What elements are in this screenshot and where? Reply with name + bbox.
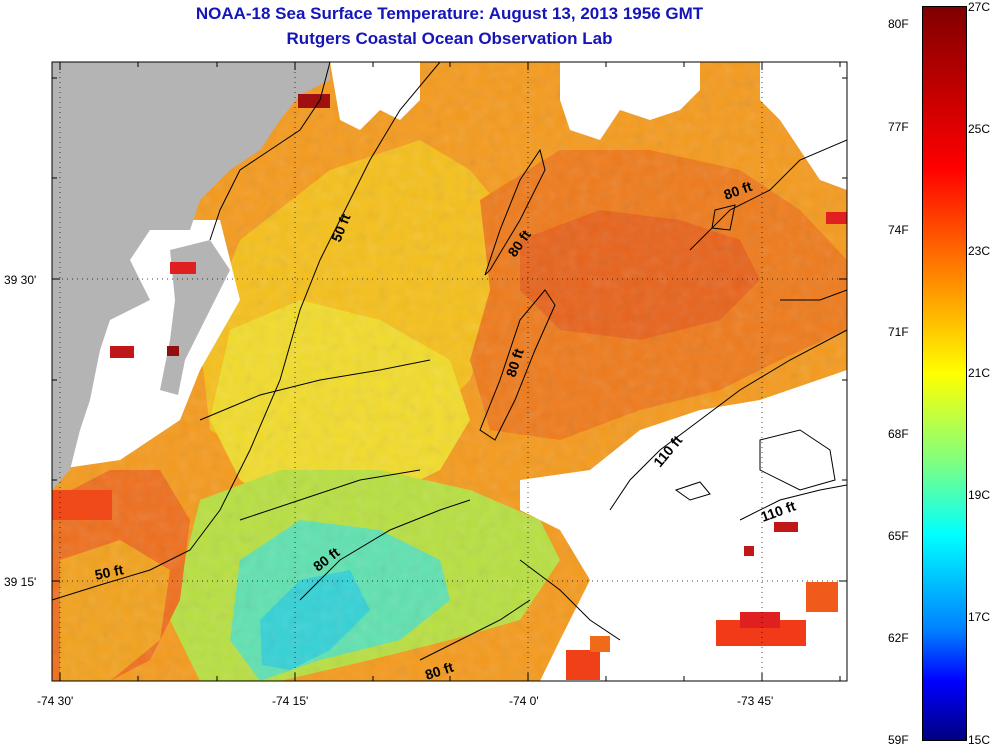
contour-50ft-north xyxy=(52,62,441,601)
contour-coast xyxy=(209,62,331,241)
graticule xyxy=(52,62,847,681)
contour-80ft-east xyxy=(689,139,847,251)
colorbar-f-label: 62F xyxy=(888,631,909,645)
colorbar-f-label: 80F xyxy=(888,17,909,31)
x-tick-label: -74 30' xyxy=(37,694,73,708)
contour-110ft-east xyxy=(739,484,847,521)
contour-inshore-2 xyxy=(239,469,421,521)
no-data-region-se xyxy=(520,370,847,681)
map-subtitle: Rutgers Coastal Ocean Observation Lab xyxy=(286,29,613,48)
colorbar-c-label: 19C xyxy=(968,488,991,502)
no-data-region-ne xyxy=(560,62,700,140)
colorbar-c-label: 27C xyxy=(968,0,991,14)
contour-loop-2 xyxy=(674,481,711,501)
colorbar-f-label: 74F xyxy=(888,223,909,237)
colorbar-f-label: 71F xyxy=(888,325,909,339)
contour-loop-3 xyxy=(711,204,736,231)
colorbar-c-label: 21C xyxy=(968,366,991,380)
contour-110ft xyxy=(609,329,847,511)
contour-80ft-south xyxy=(299,499,471,601)
colorbar-f-label: 59F xyxy=(888,733,909,747)
colorbar-f-label: 65F xyxy=(888,529,909,543)
no-data-region-north xyxy=(330,62,420,130)
colorbar-f-label: 77F xyxy=(888,120,909,134)
colorbar-c-label: 23C xyxy=(968,244,991,258)
contour-80ft-ridge-north xyxy=(484,148,546,276)
contour-deep-2 xyxy=(780,289,847,301)
bathymetry-contours xyxy=(52,62,847,661)
tick-marks xyxy=(52,62,847,681)
colorbar xyxy=(922,6,967,741)
colorbar-f-label: 68F xyxy=(888,427,909,441)
contour-80ft-ridge-mid xyxy=(479,289,556,441)
x-tick-label: -74 0' xyxy=(509,694,539,708)
contour-loop-1 xyxy=(759,429,836,491)
warm-pixels xyxy=(52,94,847,680)
y-tick-label: 39 30' xyxy=(4,273,36,287)
x-tick-label: -74 15' xyxy=(272,694,308,708)
colorbar-c-label: 15C xyxy=(968,733,991,747)
colorbar-c-label: 17C xyxy=(968,610,991,624)
x-tick-label: -73 45' xyxy=(737,694,773,708)
map-title: NOAA-18 Sea Surface Temperature: August … xyxy=(195,4,704,23)
no-data-region-ne2 xyxy=(760,62,847,190)
colorbar-c-label: 25C xyxy=(968,122,991,136)
contour-label: 50 ft xyxy=(93,561,125,583)
contour-inshore-1 xyxy=(199,359,431,421)
contour-deep-1 xyxy=(519,559,621,641)
contour-80ft-shoal xyxy=(419,599,531,661)
land-new-jersey xyxy=(52,62,330,490)
y-tick-label: 39 15' xyxy=(4,575,36,589)
